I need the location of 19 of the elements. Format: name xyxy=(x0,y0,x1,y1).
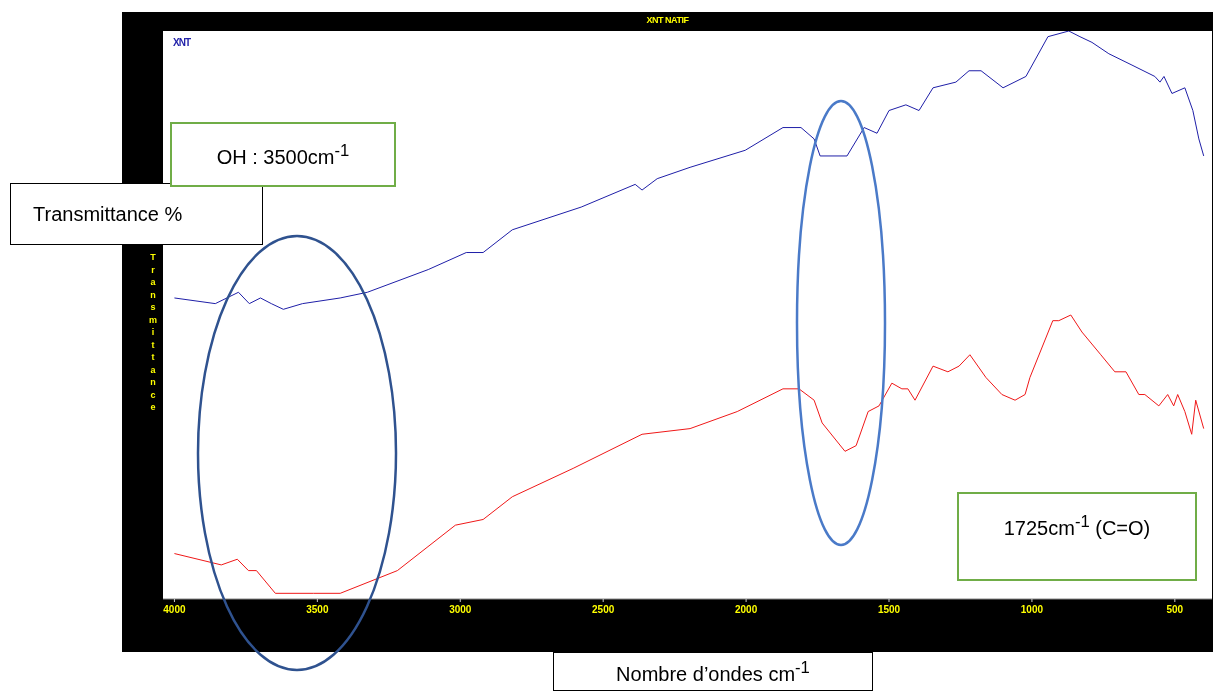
x-tick-label: 3000 xyxy=(449,604,472,616)
x-tick-label: 500 xyxy=(1166,604,1184,616)
x-tick-label: 1000 xyxy=(1020,604,1044,616)
text-box: 1725cm$^{-1}$ (C=O) xyxy=(957,492,1197,581)
annotation: 1725cm$^{-1}$ (C=O) xyxy=(1003,512,1151,540)
x-tick-label: 1500 xyxy=(877,604,901,616)
text: XNT xyxy=(173,37,190,48)
annotation: Transmittance % xyxy=(33,202,183,226)
x-tick-label: 2500 xyxy=(592,604,615,616)
annotation: OH : 3500cm$^{-1}$ xyxy=(216,140,350,169)
text-box: OH : 3500cm$^{-1}$ xyxy=(170,122,396,187)
x-tick-label: 3500 xyxy=(306,604,329,616)
text-box: Nombre d’ondes cm$^{-1}$ xyxy=(553,652,873,691)
text: Transmittance xyxy=(148,252,158,412)
chart-title: XNT NATIF xyxy=(645,15,690,25)
x-axis-title: Nombre d’ondes cm$^{-1}$ xyxy=(616,657,810,686)
x-tick-label: 2000 xyxy=(734,604,758,616)
text-box: Transmittance % xyxy=(10,183,263,245)
x-tick-label: 4000 xyxy=(163,604,186,616)
